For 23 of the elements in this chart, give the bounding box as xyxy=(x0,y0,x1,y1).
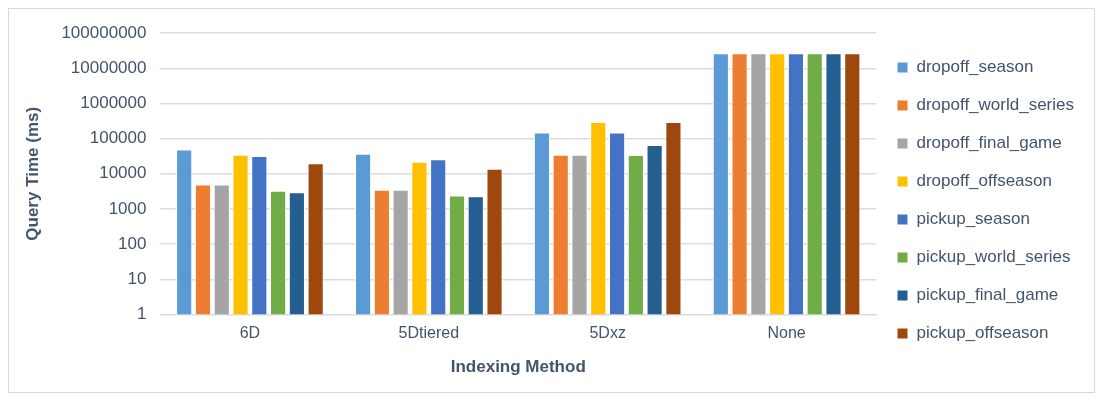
x-tick-label: 5Dtiered xyxy=(398,324,460,342)
y-tick-label: 10 xyxy=(127,268,147,288)
y-tick-label: 100 xyxy=(118,233,147,253)
legend-label: pickup_final_game xyxy=(916,285,1059,305)
legend-label: dropoff_final_game xyxy=(916,133,1062,153)
x-tick-label: 6D xyxy=(239,324,261,342)
legend-label: dropoff_world_series xyxy=(916,95,1074,115)
legend-label: dropoff_season xyxy=(916,57,1034,77)
y-tick-label: 10000 xyxy=(99,163,147,183)
y-tick-label: 100000 xyxy=(89,128,147,148)
legend-label: pickup_world_series xyxy=(916,247,1071,267)
y-tick-label: 10000000 xyxy=(70,58,147,78)
y-tick-label: 1000000 xyxy=(80,93,147,113)
y-tick-label: 1 xyxy=(137,304,147,324)
legend-label: dropoff_offseason xyxy=(916,171,1052,191)
x-tick-label: 5Dxz xyxy=(589,324,626,342)
legend-label: pickup_season xyxy=(916,209,1030,229)
y-tick-label: 1000 xyxy=(108,198,147,218)
y-tick-label: 100000000 xyxy=(61,22,147,42)
legend-label: pickup_offseason xyxy=(916,323,1049,343)
y-axis-title: Query Time (ms) xyxy=(22,106,42,241)
x-axis-title: Indexing Method xyxy=(450,357,586,377)
x-tick-label: None xyxy=(767,324,806,342)
